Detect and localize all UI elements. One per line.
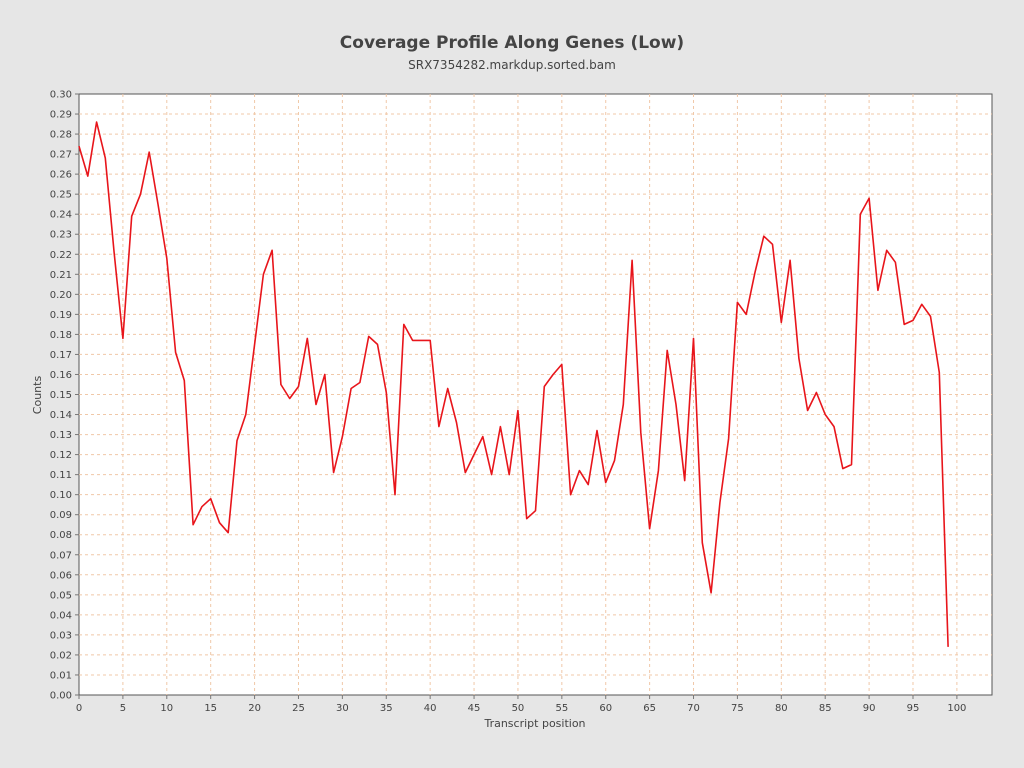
y-tick-label: 0.02 [50, 650, 72, 661]
x-tick-label: 90 [863, 703, 876, 714]
y-tick-label: 0.00 [50, 691, 72, 702]
x-tick-label: 25 [292, 703, 305, 714]
series-line [78, 121, 949, 647]
y-tick-label: 0.04 [50, 610, 72, 621]
y-axis: 0.00 0.01 0.02 0.03 0.04 0.05 0.06 0.07 0.08 0.09… [50, 90, 79, 702]
x-tick-label: 95 [907, 703, 920, 714]
x-tick-label: 5 [120, 703, 126, 714]
y-tick-label: 0.20 [50, 290, 72, 301]
y-tick-label: 0.09 [50, 510, 72, 521]
y-axis-label: Counts [31, 376, 44, 415]
x-tick-label: 10 [160, 703, 173, 714]
y-tick-label: 0.19 [50, 310, 72, 321]
x-tick-label: 85 [819, 703, 832, 714]
y-tick-label: 0.29 [50, 110, 72, 121]
y-tick-label: 0.24 [50, 210, 72, 221]
x-tick-label: 50 [512, 703, 525, 714]
y-tick-label: 0.01 [50, 670, 72, 681]
y-tick-label: 0.12 [50, 450, 72, 461]
x-tick-label: 15 [204, 703, 217, 714]
x-tick-label: 100 [947, 703, 966, 714]
x-tick-label: 20 [248, 703, 261, 714]
x-tick-label: 35 [380, 703, 393, 714]
chart-title: Coverage Profile Along Genes (Low) [340, 33, 684, 53]
y-tick-label: 0.05 [50, 590, 72, 601]
y-tick-label: 0.16 [50, 370, 72, 381]
chart-subtitle: SRX7354282.markdup.sorted.bam [408, 58, 616, 72]
y-tick-label: 0.08 [50, 530, 72, 541]
y-tick-label: 0.18 [50, 330, 72, 341]
series-group [78, 121, 949, 647]
y-tick-label: 0.21 [50, 270, 72, 281]
x-axis: 0 5 10 15 20 25 30 35 40 45 50 55 60 65 70 75 80 85 90 95 10… [76, 695, 966, 714]
x-tick-label: 75 [731, 703, 744, 714]
y-tick-label: 0.10 [50, 490, 72, 501]
x-tick-label: 70 [687, 703, 700, 714]
x-tick-label: 80 [775, 703, 788, 714]
x-tick-label: 40 [424, 703, 437, 714]
x-tick-label: 60 [599, 703, 612, 714]
y-tick-label: 0.25 [50, 190, 72, 201]
y-tick-label: 0.30 [50, 90, 72, 101]
y-tick-label: 0.17 [50, 350, 72, 361]
y-tick-label: 0.27 [50, 150, 72, 161]
x-tick-label: 30 [336, 703, 349, 714]
y-tick-label: 0.23 [50, 230, 72, 241]
y-tick-label: 0.03 [50, 630, 72, 641]
y-tick-label: 0.11 [50, 470, 72, 481]
y-tick-label: 0.07 [50, 550, 72, 561]
x-axis-label: Transcript position [483, 717, 585, 730]
y-tick-label: 0.14 [50, 410, 72, 421]
grid-lines [79, 94, 992, 695]
x-tick-label: 65 [643, 703, 656, 714]
x-tick-label: 55 [555, 703, 568, 714]
y-tick-label: 0.22 [50, 250, 72, 261]
y-tick-label: 0.15 [50, 390, 72, 401]
y-tick-label: 0.26 [50, 170, 72, 181]
y-tick-label: 0.28 [50, 130, 72, 141]
x-tick-label: 0 [76, 703, 82, 714]
y-tick-label: 0.13 [50, 430, 72, 441]
y-tick-label: 0.06 [50, 570, 72, 581]
x-tick-label: 45 [468, 703, 481, 714]
